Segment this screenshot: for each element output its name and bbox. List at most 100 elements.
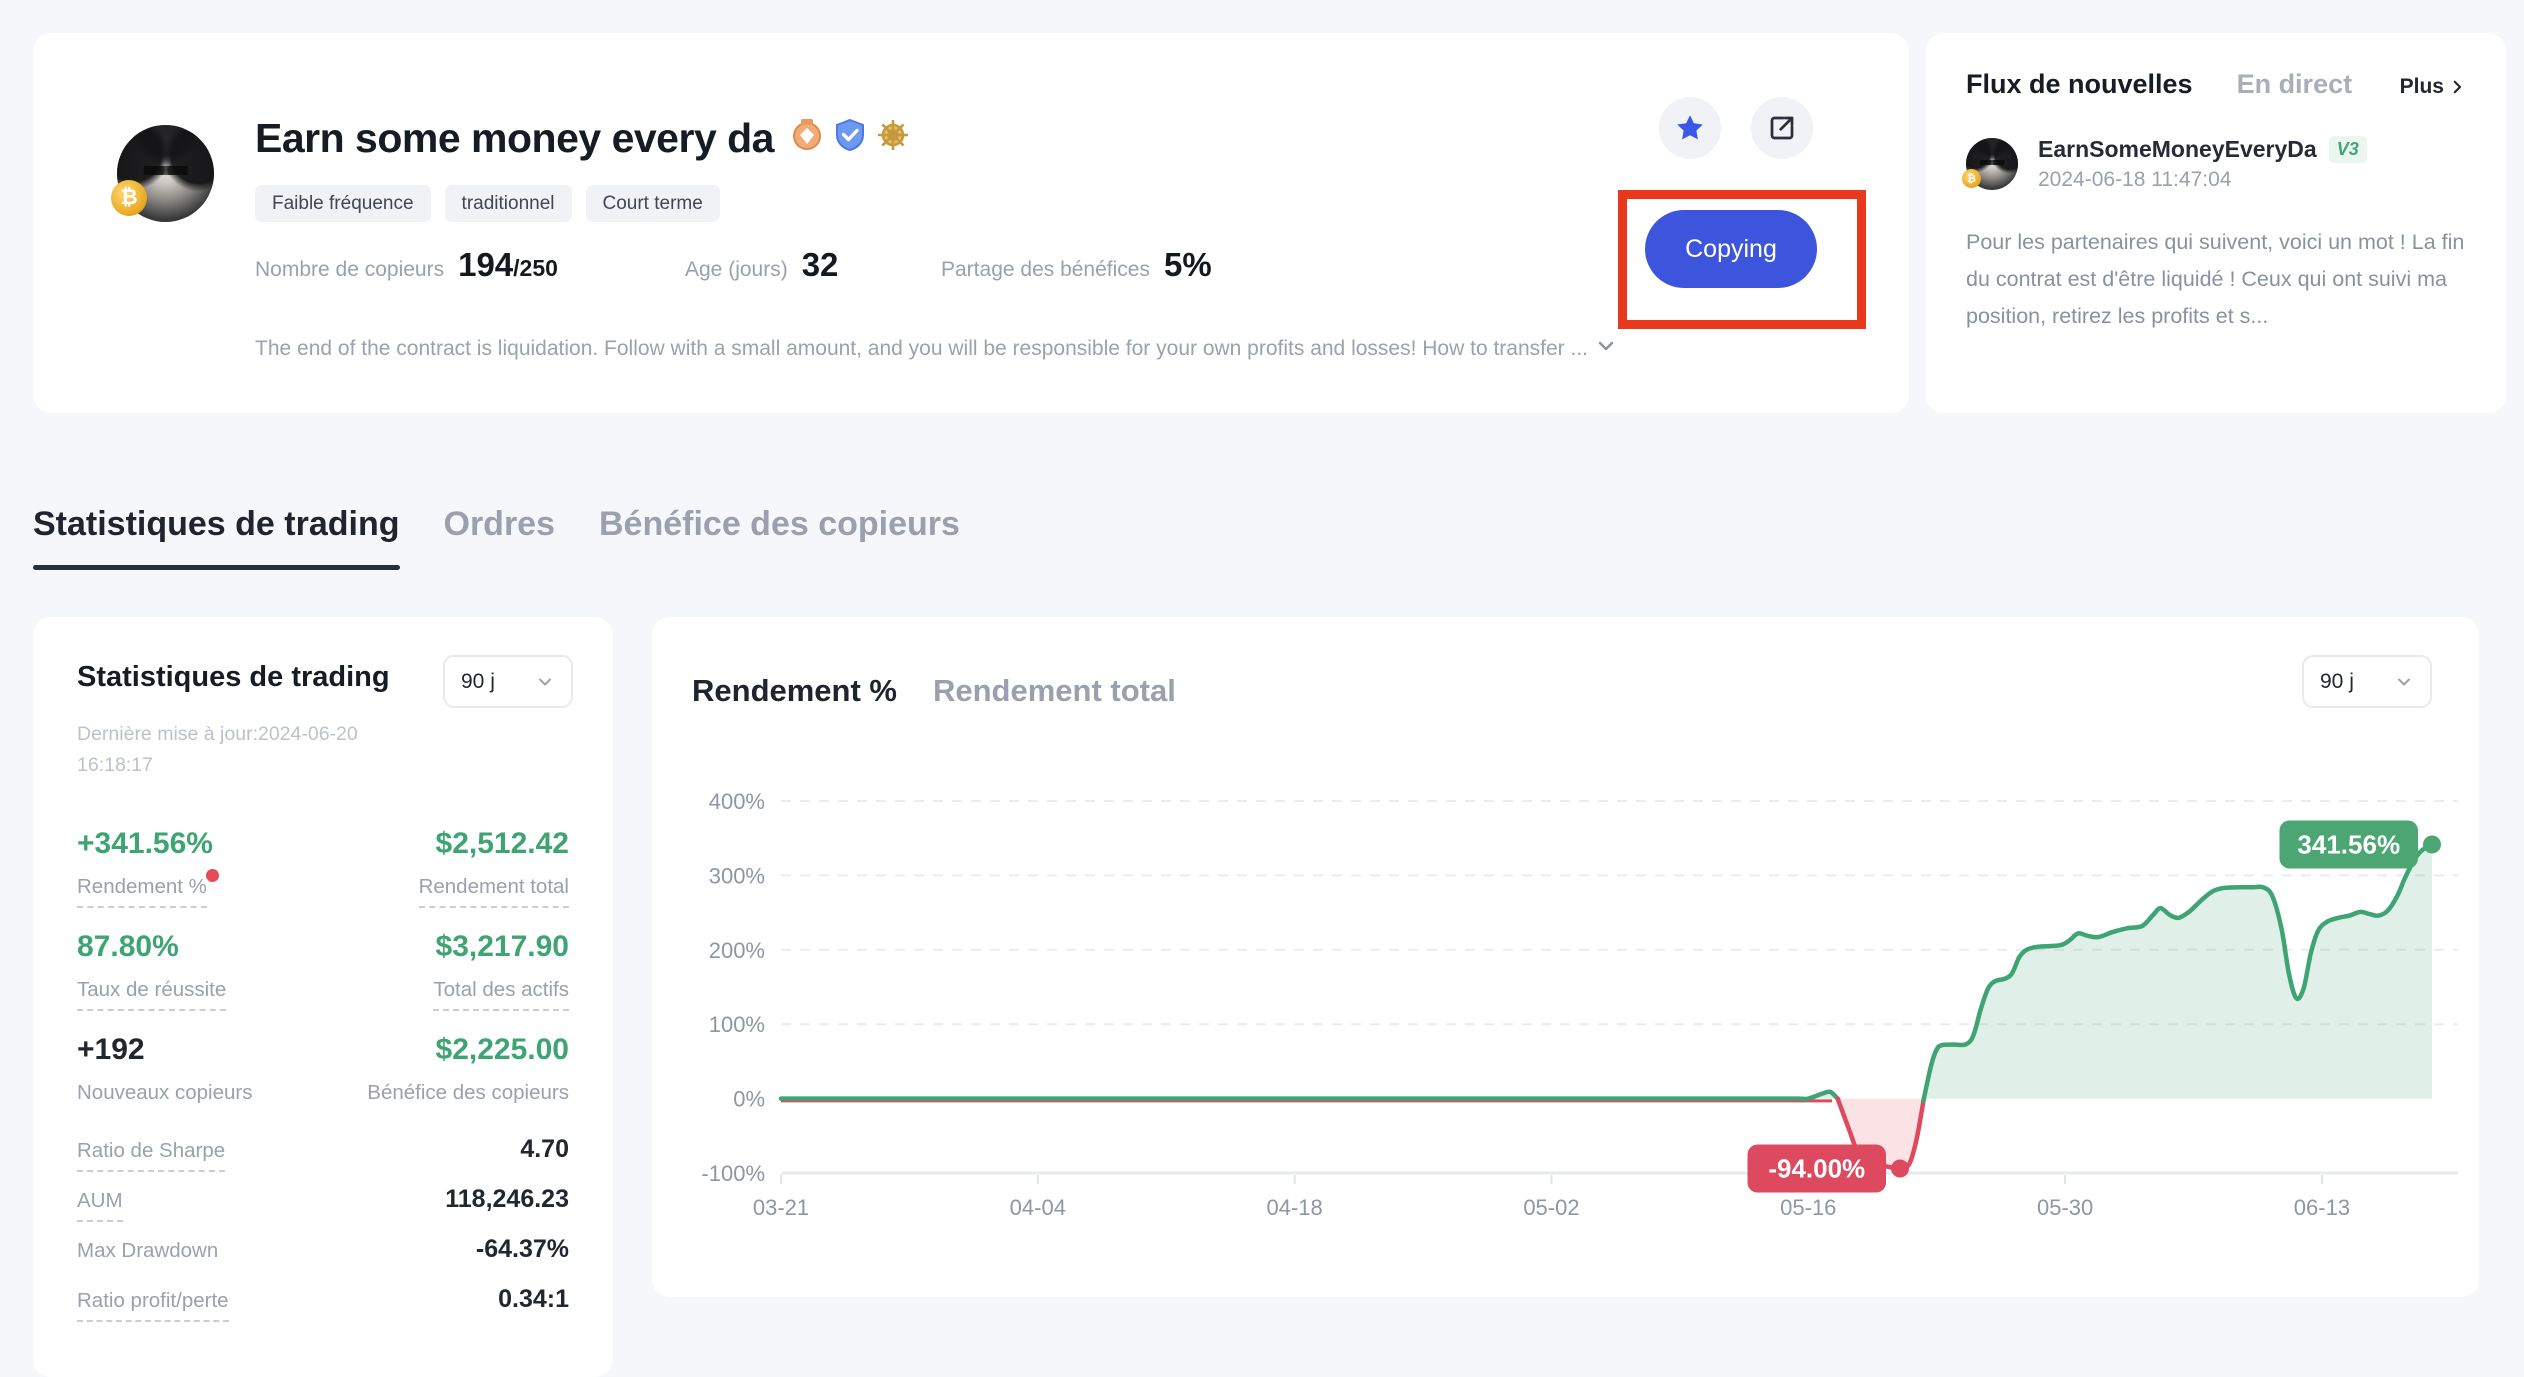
- metric-label-total-return[interactable]: Rendement total: [418, 875, 569, 908]
- tab-roi-percent[interactable]: Rendement %: [692, 673, 897, 708]
- svg-text:400%: 400%: [709, 789, 765, 814]
- tag-pill: traditionnel: [444, 185, 572, 222]
- svg-text:100%: 100%: [709, 1012, 765, 1037]
- metric-value: $2,512.42: [435, 827, 569, 860]
- avatar-art: [143, 165, 188, 176]
- share-button[interactable]: [1751, 97, 1813, 159]
- svg-text:300%: 300%: [709, 863, 765, 888]
- medal-icon: [790, 115, 824, 162]
- chart-tabs: Rendement % Rendement total: [692, 673, 1176, 709]
- trader-description-text: The end of the contract is liquidation. …: [255, 337, 1588, 360]
- copying-button[interactable]: Copying: [1645, 210, 1817, 288]
- svg-text:03-21: 03-21: [753, 1195, 809, 1220]
- favorite-star-button[interactable]: [1659, 97, 1721, 159]
- stat-value: 194: [458, 246, 514, 283]
- notification-dot: [205, 869, 219, 882]
- chart-period-select[interactable]: 90 j: [2302, 655, 2432, 708]
- news-author-name: EarnSomeMoneyEveryDa: [2038, 136, 2317, 162]
- svg-text:04-18: 04-18: [1267, 1195, 1323, 1220]
- avatar-art: [1980, 159, 2004, 166]
- stat-value: 5%: [1163, 246, 1212, 283]
- level-badge: V3: [2328, 136, 2367, 163]
- chart-period-value: 90 j: [2320, 669, 2354, 693]
- last-updated-text: Dernière mise à jour:2024-06-20 16:18:17: [77, 723, 358, 776]
- trader-tags: Faible fréquence traditionnel Court term…: [255, 185, 720, 222]
- stat-label: Nombre de copieurs: [255, 258, 445, 281]
- metric-value: +192: [77, 1033, 145, 1066]
- svg-text:04-04: 04-04: [1010, 1195, 1066, 1220]
- metric-value: $3,217.90: [435, 930, 569, 963]
- svg-text:341.56%: 341.56%: [2297, 829, 2400, 859]
- tab-live[interactable]: En direct: [2236, 69, 2353, 99]
- metric-label-total-assets[interactable]: Total des actifs: [433, 978, 569, 1011]
- row-value: 118,246.23: [445, 1185, 569, 1213]
- chevron-down-icon: [2398, 678, 2410, 685]
- row-label-sharpe[interactable]: Ratio de Sharpe: [77, 1139, 226, 1172]
- news-post: ₿ EarnSomeMoneyEveryDa V3 2024-06-18 11:…: [1962, 136, 2466, 198]
- svg-text:0%: 0%: [733, 1087, 765, 1112]
- trader-name: Earn some money every da: [255, 115, 910, 162]
- chevron-down-icon: [539, 678, 551, 685]
- svg-text:-100%: -100%: [701, 1161, 765, 1186]
- news-author-avatar: ₿: [1962, 138, 2018, 190]
- trader-avatar: ₿: [111, 125, 214, 222]
- more-link[interactable]: Plus: [2400, 75, 2466, 99]
- svg-text:200%: 200%: [709, 938, 765, 963]
- tag-pill: Faible fréquence: [255, 185, 431, 222]
- svg-text:06-13: 06-13: [2294, 1195, 2350, 1220]
- tab-news-feed[interactable]: Flux de nouvelles: [1966, 69, 2193, 99]
- metric-value: $2,225.00: [435, 1033, 569, 1066]
- stats-period-value: 90 j: [461, 669, 495, 693]
- trader-name-text: Earn some money every da: [255, 115, 774, 161]
- stat-label: Partage des bénéfices: [941, 258, 1150, 281]
- verified-shield-icon: [833, 115, 867, 162]
- row-value: 0.34:1: [498, 1285, 569, 1313]
- chevron-right-icon: [2453, 80, 2462, 94]
- gold-helm-icon: [876, 115, 910, 162]
- bitcoin-coin-icon: ₿: [1962, 169, 1981, 188]
- metric-label-text: Rendement %: [77, 875, 207, 898]
- stat-suffix: /250: [513, 255, 558, 281]
- tab-trading-statistics[interactable]: Statistiques de trading: [33, 505, 400, 570]
- row-label-max-drawdown: Max Drawdown: [77, 1239, 219, 1262]
- metric-value: 87.80%: [77, 930, 179, 963]
- tab-copier-profit[interactable]: Bénéfice des copieurs: [599, 505, 960, 543]
- row-label-profit-loss-ratio[interactable]: Ratio profit/perte: [77, 1289, 229, 1322]
- copy-trading-page: { "header": { "title": "Earn some money …: [33, 33, 2506, 1322]
- stat-age-days: Age (jours) 32: [685, 246, 838, 284]
- metric-label-new-copiers: Nouveaux copieurs: [77, 1081, 253, 1104]
- tab-orders[interactable]: Ordres: [443, 505, 556, 543]
- chevron-down-icon[interactable]: [1594, 334, 1618, 364]
- stats-card-title: Statistiques de trading: [77, 661, 390, 693]
- svg-text:05-30: 05-30: [2037, 1195, 2093, 1220]
- more-link-label: Plus: [2399, 75, 2444, 98]
- svg-text:05-02: 05-02: [1523, 1195, 1579, 1220]
- news-post-body: Pour les partenaires qui suivent, voici …: [1966, 230, 2465, 328]
- trader-description: The end of the contract is liquidation. …: [255, 334, 1875, 364]
- returns-chart: 400% 300% 200% 100% 0% -100% 03-21 04-04 04-18 05…: [701, 789, 2458, 1220]
- trader-header-card: ₿ Earn some money every da Faible fréque…: [33, 33, 1909, 413]
- star-icon: [1677, 115, 1703, 140]
- stat-value: 32: [801, 246, 839, 283]
- returns-chart-card: Rendement % Rendement total 90 j 400% 300…: [652, 617, 2479, 1297]
- news-timestamp: 2024-06-18 11:47:04: [2038, 168, 2232, 191]
- row-value: -64.37%: [475, 1235, 569, 1263]
- svg-text:-94.00%: -94.00%: [1768, 1154, 1865, 1184]
- metric-label-win-rate[interactable]: Taux de réussite: [77, 978, 227, 1011]
- news-feed-card: Flux de nouvelles En direct Plus ₿ EarnS…: [1926, 33, 2506, 413]
- trading-statistics-card: Statistiques de trading 90 j Dernière mi…: [33, 617, 613, 1377]
- stat-profit-share: Partage des bénéfices 5%: [941, 246, 1212, 284]
- share-export-icon: [1770, 116, 1794, 140]
- tab-total-return[interactable]: Rendement total: [932, 673, 1176, 708]
- metric-value: +341.56%: [77, 827, 213, 860]
- svg-text:05-16: 05-16: [1780, 1195, 1836, 1220]
- main-tabs: Statistiques de trading Ordres Bénéfice …: [33, 505, 960, 570]
- row-value: 4.70: [520, 1135, 569, 1163]
- metric-label-roi[interactable]: Rendement %: [77, 869, 219, 908]
- stats-period-select[interactable]: 90 j: [443, 655, 573, 708]
- tag-pill: Court terme: [585, 185, 720, 222]
- bitcoin-coin-icon: ₿: [111, 180, 147, 216]
- stat-copiers: Nombre de copieurs 194 /250: [255, 246, 558, 284]
- stat-label: Age (jours): [685, 258, 788, 281]
- row-label-aum[interactable]: AUM: [77, 1189, 123, 1222]
